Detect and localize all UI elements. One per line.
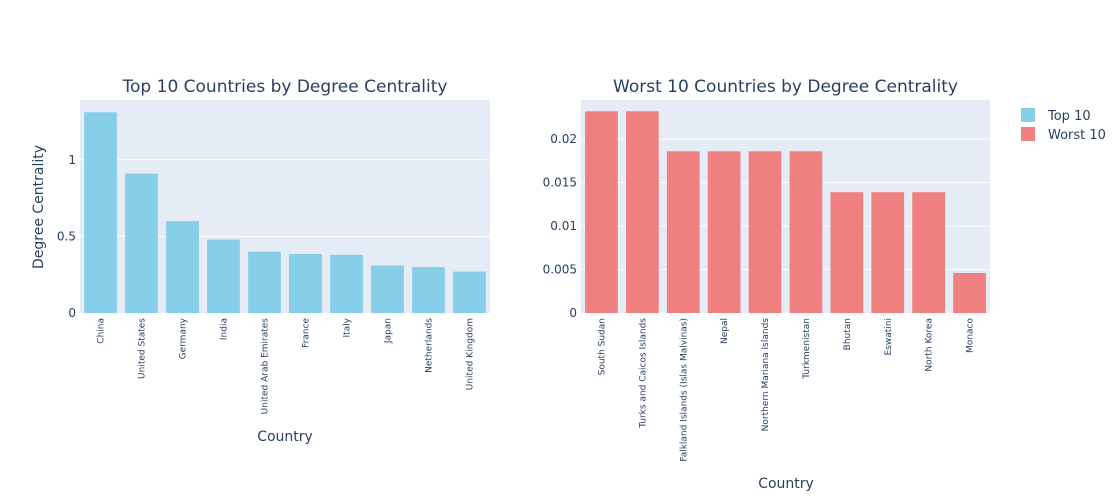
y-tick-label: 0.02 xyxy=(550,132,577,146)
x-tick-label: China xyxy=(97,318,107,344)
bar-eswatini[interactable] xyxy=(871,192,905,313)
bar-south-sudan[interactable] xyxy=(585,111,618,314)
y-tick-label: 0.01 xyxy=(550,219,577,233)
x-tick-label: Nepal xyxy=(720,318,730,344)
legend-label: Top 10 xyxy=(1047,109,1091,124)
x-tick-label: Northern Mariana Islands xyxy=(761,318,771,432)
bar-falkland-islands-islas-malvinas[interactable] xyxy=(666,151,700,313)
bar-united-arab-emirates[interactable] xyxy=(248,251,281,313)
y-tick-label: 0 xyxy=(569,306,577,320)
x-tick-label: Germany xyxy=(179,317,189,359)
x-tick-labels: South Sudan Turks and Caicos Islands Falkl… xyxy=(597,318,975,462)
x-tick-label: Netherlands xyxy=(425,318,435,373)
legend-item-top-10[interactable]: Top 10 xyxy=(1021,108,1091,124)
bar-germany[interactable] xyxy=(166,221,199,313)
y-tick-label: 1 xyxy=(68,153,76,167)
legend-swatch xyxy=(1021,127,1035,141)
bars xyxy=(585,111,986,314)
y-tick-labels: 0 0.005 0.01 0.015 0.02 xyxy=(543,132,577,320)
x-tick-label: Bhutan xyxy=(843,318,853,350)
x-tick-label: France xyxy=(302,318,312,348)
chart-title: Worst 10 Countries by Degree Centrality xyxy=(613,77,958,97)
y-tick-label: 0.015 xyxy=(543,176,577,190)
bar-northern-mariana-islands[interactable] xyxy=(748,151,782,313)
x-tick-label: United States xyxy=(138,318,148,379)
x-tick-label: Falkland Islands (Islas Malvinas) xyxy=(679,318,689,462)
legend[interactable]: Top 10 Worst 10 xyxy=(1021,108,1106,143)
bar-japan[interactable] xyxy=(371,265,404,313)
top-10-chart: 00.51 China United States Germany India Unit… xyxy=(31,77,490,445)
worst-10-chart: 0 0.005 0.01 0.015 0.02 South Sudan Turks and… xyxy=(543,77,990,492)
y-tick-label: 0.5 xyxy=(57,229,76,243)
x-tick-label: Japan xyxy=(384,318,394,344)
legend-item-worst-10[interactable]: Worst 10 xyxy=(1021,127,1106,143)
bar-nepal[interactable] xyxy=(707,151,741,313)
x-tick-label: South Sudan xyxy=(597,318,607,375)
x-tick-label: United Kingdom xyxy=(466,318,476,390)
x-tick-label: North Korea xyxy=(925,318,935,372)
x-tick-label: India xyxy=(220,318,230,340)
chart-title: Top 10 Countries by Degree Centrality xyxy=(122,77,448,97)
x-tick-label: Turkmenistan xyxy=(802,318,812,380)
bar-turkmenistan[interactable] xyxy=(789,151,823,313)
bar-france[interactable] xyxy=(289,254,322,313)
bar-turks-and-caicos-islands[interactable] xyxy=(625,111,659,314)
x-tick-labels: China United States Germany India United Ara… xyxy=(97,317,476,414)
y-axis-title: Degree Centrality xyxy=(31,145,47,269)
x-tick-label: United Arab Emirates xyxy=(261,318,271,415)
bar-italy[interactable] xyxy=(330,254,363,313)
y-tick-label: 0 xyxy=(68,306,76,320)
bar-united-states[interactable] xyxy=(125,173,158,313)
legend-swatch xyxy=(1021,108,1035,122)
bar-india[interactable] xyxy=(207,239,240,313)
bar-united-kingdom[interactable] xyxy=(453,271,486,313)
bars xyxy=(84,112,486,313)
y-tick-label: 0.005 xyxy=(543,263,577,277)
bar-north-korea[interactable] xyxy=(912,192,946,313)
bar-netherlands[interactable] xyxy=(412,267,445,313)
x-tick-label: Turks and Caicos Islands xyxy=(638,318,648,429)
x-tick-label: Eswatini xyxy=(884,318,894,356)
bar-monaco[interactable] xyxy=(953,273,986,313)
y-tick-labels: 00.51 xyxy=(57,153,76,320)
legend-label: Worst 10 xyxy=(1048,128,1106,143)
x-tick-label: Italy xyxy=(343,317,353,337)
x-axis-title: Country xyxy=(257,429,313,445)
bar-bhutan[interactable] xyxy=(830,192,864,313)
x-axis-title: Country xyxy=(758,476,814,492)
x-tick-label: Monaco xyxy=(966,318,976,353)
bar-china[interactable] xyxy=(84,112,117,313)
